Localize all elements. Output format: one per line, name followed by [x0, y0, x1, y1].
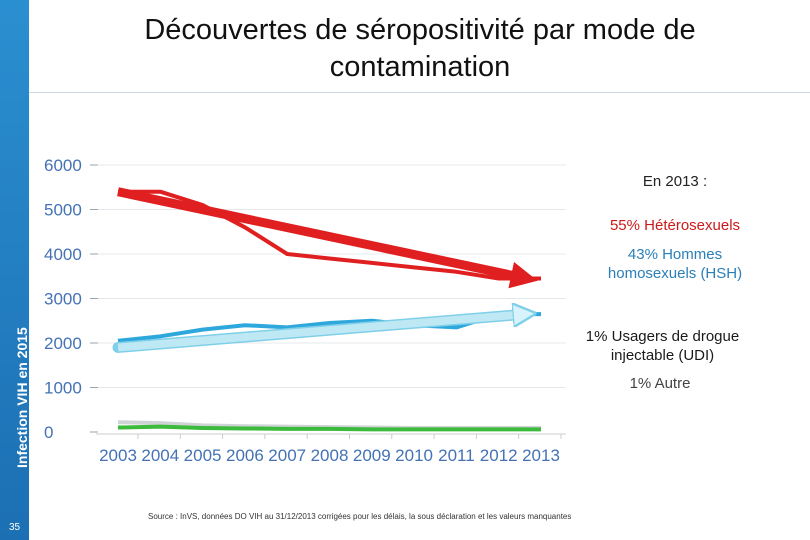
title-divider: [29, 92, 810, 93]
x-tick-label: 2003: [99, 446, 137, 465]
y-tick-label: 6000: [44, 156, 82, 175]
sidebar-band: [0, 0, 29, 540]
annotation-year: En 2013 :: [642, 173, 708, 190]
trend-arrows: [112, 187, 538, 353]
grid: [96, 164, 566, 388]
series-line-0: [118, 189, 541, 281]
x-tick-label: 2006: [226, 446, 264, 465]
series-line-3: [117, 424, 541, 432]
x-tick-label: 2010: [395, 446, 433, 465]
y-tick-label: 3000: [44, 290, 82, 309]
x-tick-label: 2009: [353, 446, 391, 465]
slide-title: Découvertes de séropositivité par mode d…: [144, 14, 696, 83]
annotation-hsh: 43% Hommes homosexuels (HSH): [607, 246, 743, 282]
y-tick-label: 4000: [44, 245, 82, 264]
x-tick-label: 2013: [522, 446, 560, 465]
y-tick-label: 2000: [44, 334, 82, 353]
trend-arrow-1: [117, 314, 527, 352]
series-lines: [117, 189, 541, 432]
x-tick-label: 2004: [141, 446, 179, 465]
y-tick-label: 0: [44, 423, 53, 442]
trend-arrow-0: [117, 187, 538, 289]
annotation-heterosexual: 55% Hétérosexuels: [609, 217, 741, 234]
y-tick-label: 5000: [44, 201, 82, 220]
y-tick-label: 1000: [44, 379, 82, 398]
source-note: Source : InVS, données DO VIH au 31/12/2…: [148, 512, 572, 521]
x-tick-label: 2005: [184, 446, 222, 465]
x-tick-label: 2012: [480, 446, 518, 465]
x-tick-label: 2011: [438, 446, 475, 465]
page-number: 35: [8, 522, 21, 533]
annotation-other: 1% Autre: [629, 375, 691, 392]
x-tick-label: 2008: [311, 446, 349, 465]
x-tick-label: 2007: [268, 446, 306, 465]
annotation-udi: 1% Usagers de drogue injectable (UDI): [585, 328, 740, 364]
